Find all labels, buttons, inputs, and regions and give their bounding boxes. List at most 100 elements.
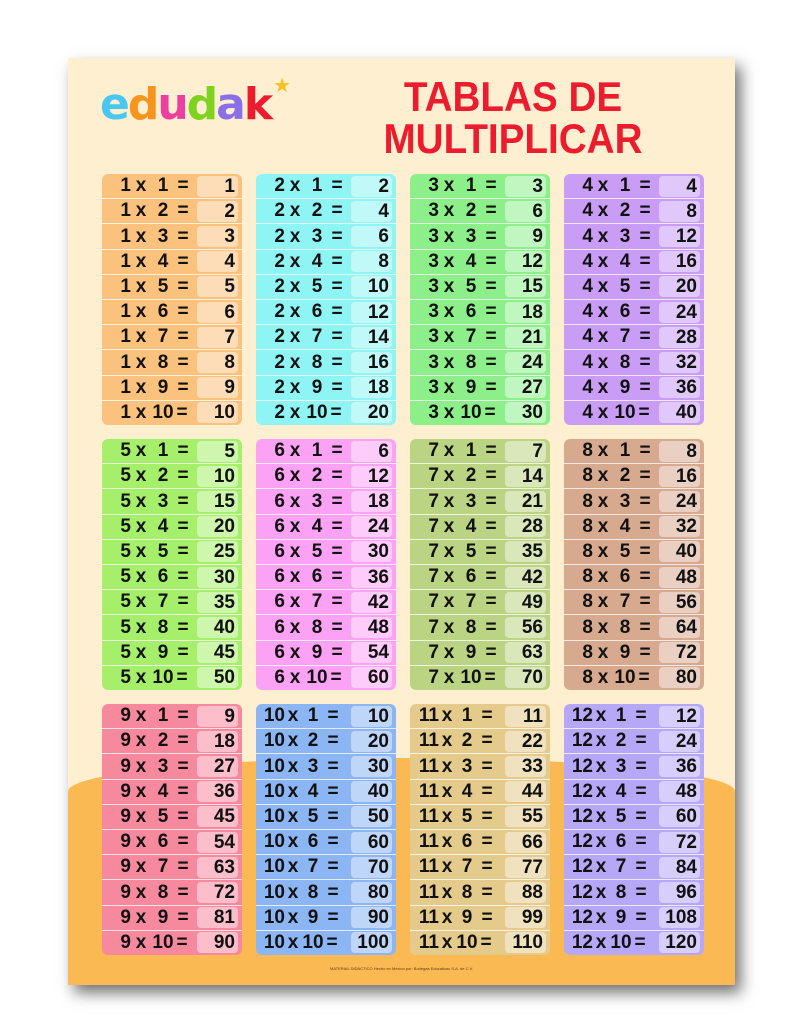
table-row: 8 x 5 = 40 <box>564 540 704 566</box>
equals-sign: = <box>480 931 492 953</box>
table-row: 6 x 5 = 30 <box>256 540 396 566</box>
multiplicand: 5 <box>120 666 131 688</box>
result: 3 <box>505 175 546 197</box>
multiplier: 3 <box>465 225 477 247</box>
table-row: 2 x 6 = 12 <box>256 300 396 326</box>
table-12: 12 x 1 = 12 12 x 2 = 24 12 x 3 = 36 12 x 4 = 48 12 x 5 = 60 12 x 6 =… <box>564 704 704 955</box>
times-sign: x <box>135 275 147 297</box>
multiplier: 4 <box>465 515 477 537</box>
table-row: 12 x 9 = 108 <box>564 906 704 931</box>
times-sign: x <box>135 856 147 878</box>
table-row: 5 x 7 = 35 <box>102 590 242 616</box>
result: 45 <box>197 806 238 828</box>
multiplicand: 9 <box>120 906 131 928</box>
times-sign: x <box>595 755 607 777</box>
table-row: 11 x 6 = 66 <box>410 830 550 856</box>
equals-sign: = <box>484 401 496 423</box>
multiplier: 5 <box>157 805 169 827</box>
result: 72 <box>197 882 238 904</box>
result: 55 <box>505 806 546 828</box>
table-row: 5 x 6 = 30 <box>102 565 242 591</box>
logo-area: edudak ★ <box>100 76 291 130</box>
equals-sign: = <box>481 856 493 878</box>
multiplier: 2 <box>619 200 631 222</box>
multiplicand: 3 <box>428 326 439 348</box>
multiplier: 9 <box>615 906 627 928</box>
multiplicand: 9 <box>120 780 131 802</box>
multiplicand: 6 <box>274 540 285 562</box>
equals-sign: = <box>177 225 189 247</box>
equals-sign: = <box>481 780 493 802</box>
result: 1 <box>197 175 238 197</box>
equals-sign: = <box>485 440 497 462</box>
equals-sign: = <box>177 540 189 562</box>
equals-sign: = <box>327 805 339 827</box>
result: 90 <box>197 932 238 954</box>
equals-sign: = <box>481 705 493 727</box>
result: 10 <box>197 402 238 424</box>
result: 10 <box>351 276 392 298</box>
equals-sign: = <box>485 641 497 663</box>
times-sign: x <box>597 616 609 638</box>
times-sign: x <box>597 351 609 373</box>
multiplier: 8 <box>157 616 169 638</box>
times-sign: x <box>135 250 147 272</box>
logo-letter: u <box>157 79 188 130</box>
result: 24 <box>505 352 546 374</box>
result: 72 <box>659 831 700 853</box>
result: 80 <box>351 882 392 904</box>
result: 10 <box>351 705 392 727</box>
equals-sign: = <box>177 566 189 588</box>
equals-sign: = <box>485 275 497 297</box>
times-sign: x <box>289 465 301 487</box>
table-row: 7 x 10 = 70 <box>410 666 550 690</box>
table-row: 1 x 9 = 9 <box>102 376 242 401</box>
table-row: 3 x 6 = 18 <box>410 300 550 326</box>
multiplicand: 3 <box>428 376 439 398</box>
equals-sign: = <box>177 856 189 878</box>
multiplier: 7 <box>465 591 477 613</box>
result: 30 <box>351 756 392 777</box>
equals-sign: = <box>177 440 189 462</box>
multiplicand: 11 <box>418 906 439 928</box>
table-row: 6 x 4 = 24 <box>256 515 396 540</box>
multiplier: 8 <box>461 881 473 903</box>
logo-letter: e <box>100 79 130 130</box>
result: 10 <box>197 465 238 487</box>
equals-sign: = <box>327 831 339 853</box>
table-row: 3 x 7 = 21 <box>410 325 550 351</box>
equals-sign: = <box>177 351 189 373</box>
table-row: 8 x 6 = 48 <box>564 565 704 591</box>
result: 7 <box>197 326 238 348</box>
equals-sign: = <box>177 465 189 487</box>
multiplier: 4 <box>615 780 627 802</box>
table-row: 12 x 3 = 36 <box>564 754 704 780</box>
table-row: 12 x 4 = 48 <box>564 780 704 805</box>
equals-sign: = <box>326 931 338 953</box>
multiplier: 6 <box>157 831 169 853</box>
table-11: 11 x 1 = 11 11 x 2 = 22 11 x 3 = 33 11 x 4 = 44 11 x 5 = 55 11 x 6 =… <box>410 704 550 955</box>
times-sign: x <box>287 931 299 953</box>
multiplicand: 7 <box>428 440 439 462</box>
times-sign: x <box>441 881 453 903</box>
times-sign: x <box>289 440 301 462</box>
table-row: 4 x 8 = 32 <box>564 350 704 376</box>
multiplier: 10 <box>306 401 328 423</box>
result: 12 <box>505 251 546 273</box>
times-sign: x <box>595 931 607 953</box>
times-sign: x <box>441 755 453 777</box>
times-sign: x <box>135 566 147 588</box>
table-row: 8 x 7 = 56 <box>564 590 704 616</box>
times-sign: x <box>443 175 455 197</box>
table-row: 9 x 10 = 90 <box>102 931 242 955</box>
multiplicand: 2 <box>274 200 285 222</box>
multiplicand: 12 <box>571 780 593 802</box>
equals-sign: = <box>485 540 497 562</box>
equals-sign: = <box>639 225 651 247</box>
multiplier: 9 <box>157 641 169 663</box>
times-sign: x <box>597 515 609 537</box>
table-row: 12 x 8 = 96 <box>564 880 704 906</box>
table-row: 3 x 3 = 9 <box>410 224 550 250</box>
equals-sign: = <box>639 515 651 537</box>
multiplier: 2 <box>619 465 631 487</box>
